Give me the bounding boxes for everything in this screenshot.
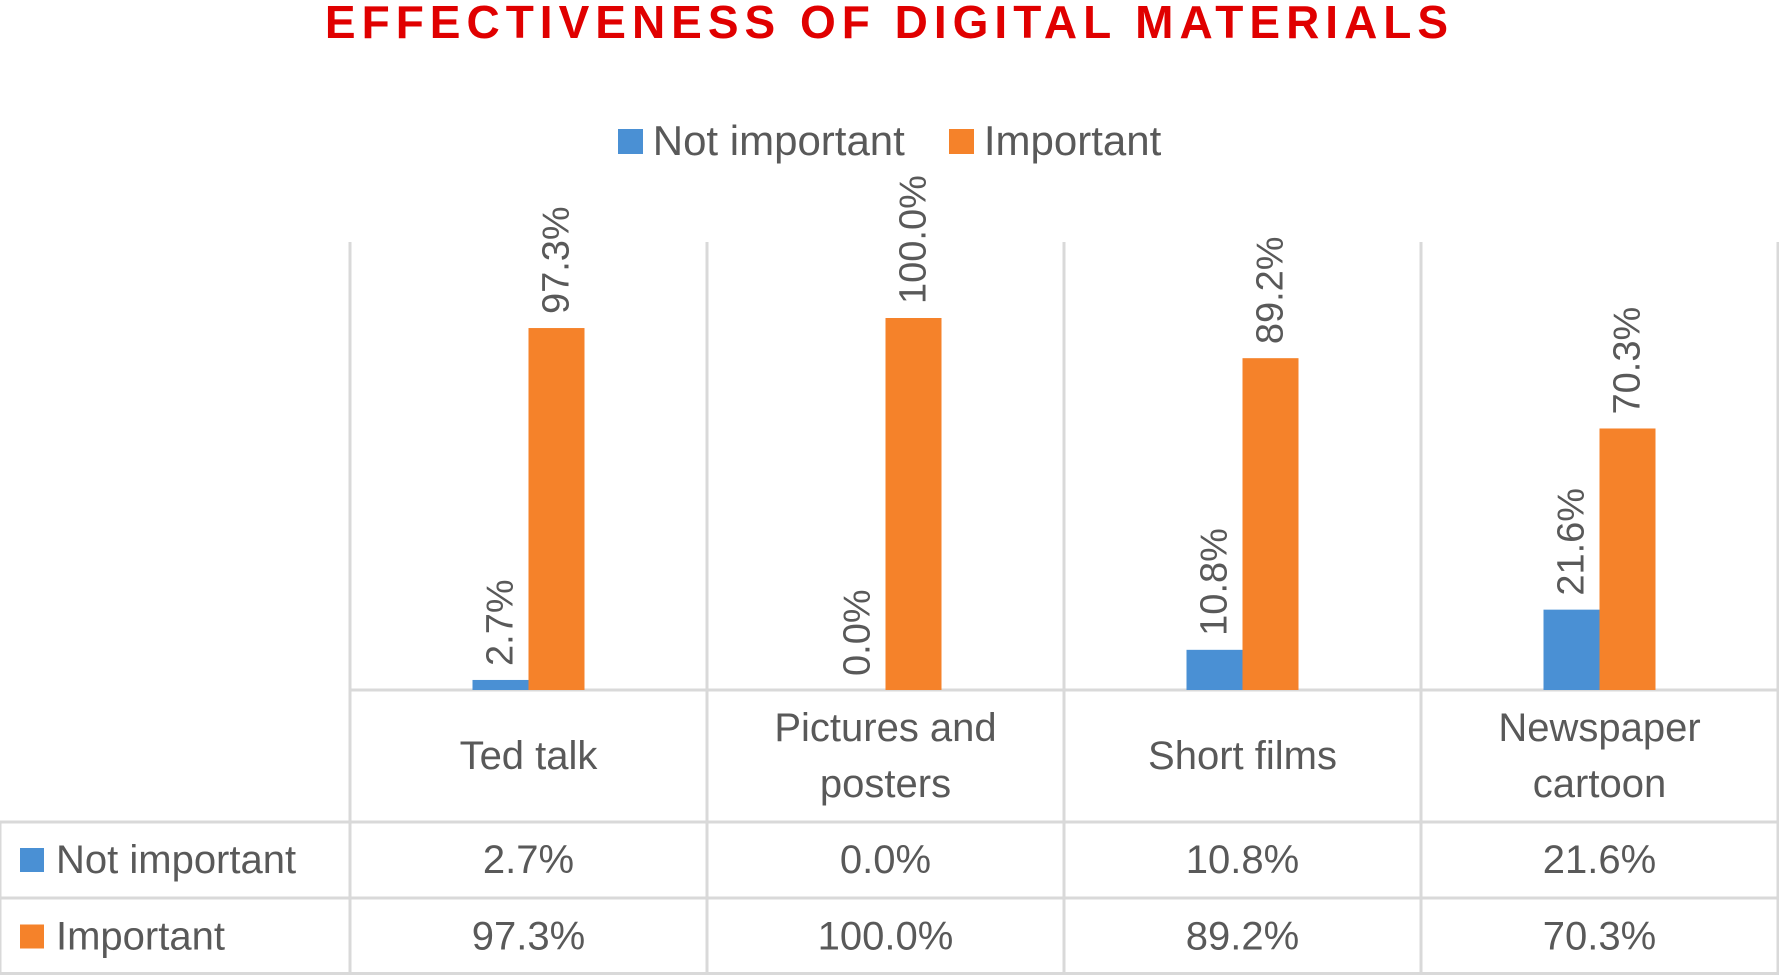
data-label: 97.3% — [536, 206, 578, 314]
table-cell: 10.8% — [1186, 838, 1299, 882]
legend-label-important: Important — [983, 117, 1162, 164]
table-cell: 100.0% — [818, 915, 954, 959]
data-label: 100.0% — [893, 175, 935, 304]
table-cell: 70.3% — [1543, 915, 1656, 959]
table-cell: 0.0% — [840, 838, 931, 882]
data-label: 89.2% — [1250, 236, 1292, 344]
category-label: Short films — [1148, 734, 1337, 778]
bar-not-important — [1543, 609, 1600, 690]
table-cell: 89.2% — [1186, 915, 1299, 959]
legend-label-not-important: Not important — [652, 117, 905, 164]
bar-not-important — [472, 679, 529, 690]
category-label: Ted talk — [460, 734, 599, 778]
table-row-header: Not important — [56, 838, 296, 882]
table-cell: 97.3% — [472, 915, 585, 959]
category-label: cartoon — [1533, 762, 1666, 806]
bar-important — [885, 318, 942, 690]
data-label: 70.3% — [1607, 307, 1649, 415]
legend-entry-important: Important — [948, 117, 1162, 165]
table-cell: 2.7% — [483, 838, 574, 882]
legend-entry-not-important: Not important — [617, 117, 905, 165]
category-label: Newspaper — [1498, 706, 1700, 750]
chart-title: EFFECTIVENESS OF DIGITAL MATERIALS — [324, 0, 1455, 48]
data-label: 21.6% — [1551, 488, 1593, 596]
category-label: Pictures and — [774, 706, 996, 750]
data-label: 2.7% — [480, 579, 522, 666]
category-label: posters — [820, 762, 951, 806]
bar-important — [528, 328, 585, 690]
bar-not-important — [1186, 649, 1243, 690]
table-cell: 21.6% — [1543, 838, 1656, 882]
bar-important — [1599, 428, 1656, 690]
legend-swatch-important — [948, 128, 974, 154]
bar-important — [1242, 358, 1299, 690]
table-row-swatch — [20, 924, 44, 949]
data-label: 0.0% — [837, 589, 879, 676]
table-row-swatch — [20, 848, 44, 872]
legend: Not important Important — [0, 115, 1779, 167]
data-label: 10.8% — [1194, 528, 1236, 636]
legend-swatch-not-important — [617, 128, 643, 154]
table-row-header: Important — [56, 915, 225, 959]
